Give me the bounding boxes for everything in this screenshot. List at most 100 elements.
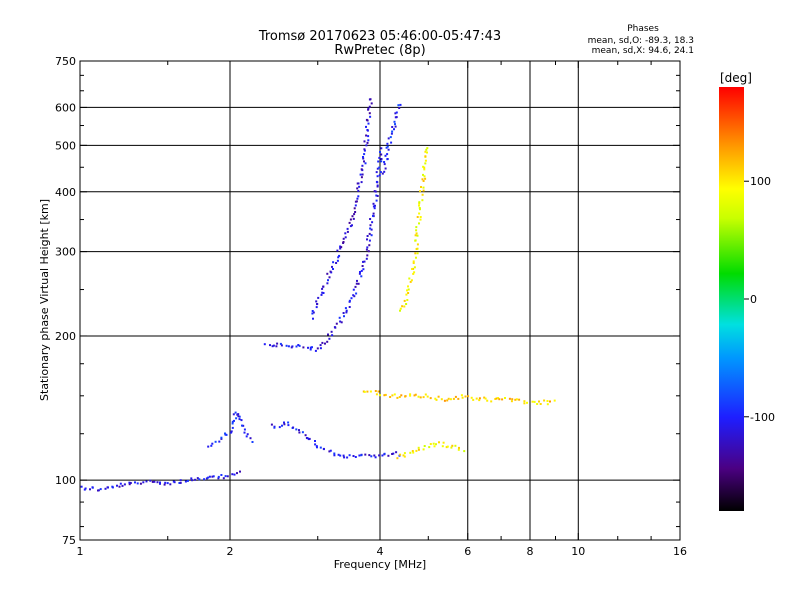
trace-point xyxy=(498,398,501,401)
trace-point xyxy=(121,484,124,487)
trace-point xyxy=(231,473,234,476)
trace-point xyxy=(198,478,201,481)
trace-point xyxy=(314,349,317,352)
trace-point xyxy=(490,400,493,403)
trace-point xyxy=(283,421,285,424)
trace-point xyxy=(163,483,166,486)
trace-point xyxy=(418,201,421,204)
trace-point xyxy=(515,398,518,401)
trace-point xyxy=(445,446,448,449)
trace-point xyxy=(230,430,233,433)
trace-point xyxy=(385,146,388,149)
trace-point xyxy=(375,199,378,202)
trace-point xyxy=(443,399,446,402)
trace-point xyxy=(331,265,333,268)
trace-point xyxy=(413,271,416,274)
trace-point xyxy=(533,400,536,403)
trace-point xyxy=(401,305,404,308)
trace-point xyxy=(422,448,425,451)
x-axis-label: Frequency [MHz] xyxy=(334,558,426,571)
trace-point xyxy=(368,244,371,247)
trace-point xyxy=(381,172,384,175)
trace-point xyxy=(169,483,172,486)
trace-point xyxy=(393,120,396,123)
trace-point xyxy=(304,434,307,437)
trace-point xyxy=(246,433,249,436)
trace-point xyxy=(484,397,487,400)
trace-point xyxy=(210,444,213,447)
trace-point xyxy=(399,453,402,456)
trace-point xyxy=(336,259,339,262)
trace-point xyxy=(151,480,154,483)
trace-point xyxy=(249,437,252,440)
trace-point xyxy=(278,426,281,429)
trace-point xyxy=(425,148,428,151)
trace-point xyxy=(531,400,534,403)
y-tick-label: 400 xyxy=(55,186,76,199)
trace-point xyxy=(336,249,339,252)
trace-point xyxy=(353,295,356,298)
trace-point xyxy=(368,239,371,242)
trace-point xyxy=(243,428,246,431)
trace-point xyxy=(370,228,373,231)
colorbar xyxy=(719,87,744,511)
trace-point xyxy=(366,235,369,237)
trace-point xyxy=(273,426,276,429)
trace-point xyxy=(224,432,226,435)
trace-point xyxy=(412,451,415,454)
trace-point xyxy=(404,395,407,398)
trace-point xyxy=(416,234,419,237)
trace-point xyxy=(326,272,329,275)
trace-point xyxy=(353,213,356,216)
trace-point xyxy=(391,394,394,397)
trace-point xyxy=(316,303,319,305)
trace-point xyxy=(457,448,460,451)
trace-point xyxy=(330,330,333,333)
trace-point xyxy=(224,475,227,478)
trace-point xyxy=(99,488,102,491)
trace-point xyxy=(501,398,504,401)
trace-point xyxy=(368,105,371,108)
trace-point xyxy=(426,395,429,398)
trace-point xyxy=(365,125,367,128)
trace-point xyxy=(376,175,379,178)
trace-point xyxy=(429,443,432,445)
trace-point xyxy=(352,455,355,457)
trace-point xyxy=(403,305,406,308)
trace-point xyxy=(416,252,419,255)
trace-point xyxy=(362,157,365,160)
trace-point xyxy=(452,397,455,400)
trace-point xyxy=(231,420,234,423)
trace-point xyxy=(380,153,383,156)
trace-point xyxy=(128,481,131,484)
trace-point xyxy=(315,306,318,309)
trace-point xyxy=(405,293,408,296)
trace-point xyxy=(419,216,422,218)
trace-point xyxy=(449,398,452,401)
y-tick-label: 300 xyxy=(55,246,76,259)
trace-point xyxy=(196,477,199,480)
trace-point xyxy=(358,454,361,457)
trace-point xyxy=(403,299,406,302)
trace-point xyxy=(272,344,275,347)
trace-point xyxy=(365,118,368,121)
trace-point xyxy=(329,449,332,452)
trace-point xyxy=(390,132,393,135)
trace-point xyxy=(374,204,376,207)
trace-point xyxy=(340,246,343,249)
trace-point xyxy=(358,272,361,275)
trace-point xyxy=(217,475,220,478)
trace-point xyxy=(380,158,383,160)
trace-point xyxy=(366,254,369,257)
trace-point xyxy=(355,292,358,295)
trace-point xyxy=(358,185,361,188)
trace-point xyxy=(406,289,408,292)
trace-point xyxy=(352,217,355,220)
trace-point xyxy=(363,140,366,143)
trace-point xyxy=(394,116,397,119)
trace-point xyxy=(205,477,208,480)
trace-point xyxy=(409,393,412,396)
trace-point xyxy=(412,272,415,275)
trace-point xyxy=(415,226,418,229)
